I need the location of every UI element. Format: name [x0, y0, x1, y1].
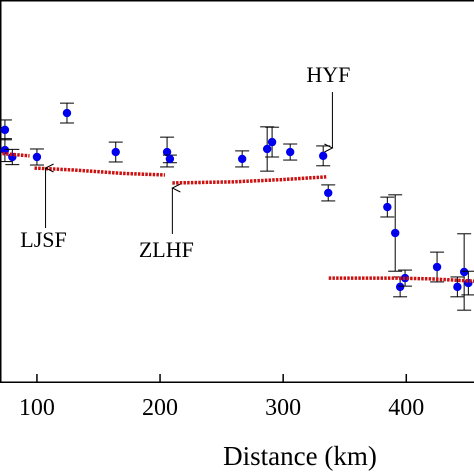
- data-point: [383, 202, 392, 212]
- data-point: [267, 137, 277, 147]
- data-point: [62, 108, 72, 118]
- data-point: [432, 262, 442, 272]
- data-point: [453, 282, 462, 292]
- x-tick-label: 200: [142, 395, 178, 421]
- x-tick-label: 400: [388, 395, 424, 421]
- data-point: [262, 144, 272, 154]
- data-point: [32, 152, 42, 162]
- x-axis-label: Distance (km): [223, 441, 377, 471]
- data-point: [318, 151, 328, 161]
- data-point: [162, 147, 172, 157]
- x-tick-label: 100: [19, 395, 55, 421]
- model-line: [172, 175, 327, 185]
- model-line: [2, 151, 30, 158]
- fault-label: HYF: [306, 62, 350, 87]
- data-point: [285, 147, 295, 157]
- data-point: [165, 154, 175, 164]
- data-point: [111, 147, 120, 157]
- fault-label: ZLHF: [139, 237, 194, 262]
- model-line: [34, 166, 166, 177]
- data-point: [237, 154, 247, 164]
- data-point: [0, 125, 10, 135]
- data-point: [395, 282, 405, 292]
- model-line: [328, 276, 474, 283]
- plot-frame: [0, 0, 474, 383]
- data-point: [391, 228, 400, 238]
- x-tick-label: 300: [265, 395, 301, 421]
- data-point: [324, 188, 333, 198]
- data-point: [459, 267, 469, 277]
- fault-label: LJSF: [20, 227, 66, 252]
